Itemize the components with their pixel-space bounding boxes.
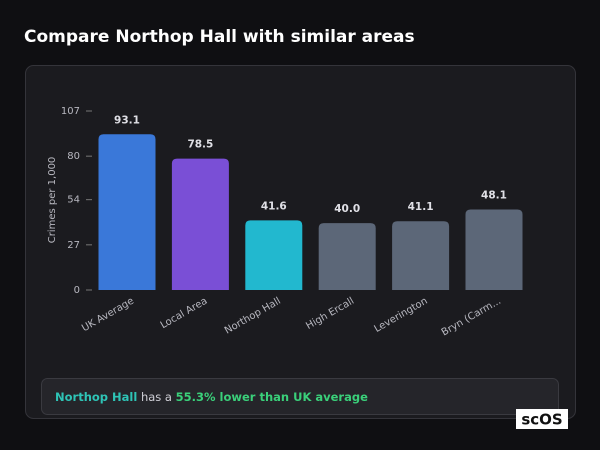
- y-tick-label: 27: [67, 240, 80, 251]
- bar: [465, 209, 523, 290]
- summary-text: Northop Hall has a 55.3% lower than UK a…: [55, 390, 368, 404]
- bar: [392, 221, 450, 290]
- summary-area: Northop Hall: [55, 390, 137, 404]
- y-tick-label: 54: [67, 195, 80, 206]
- summary-box: [41, 378, 559, 415]
- bar: [245, 220, 303, 290]
- summary-highlight: 55.3% lower than UK average: [176, 390, 368, 404]
- value-label: 41.1: [408, 201, 434, 213]
- logo-bg: [516, 409, 568, 429]
- value-label: 41.6: [261, 200, 287, 212]
- page-title: Compare Northop Hall with similar areas: [24, 27, 415, 47]
- value-label: 48.1: [481, 190, 507, 202]
- bar: [171, 158, 229, 290]
- summary-connector: has a: [137, 390, 175, 404]
- y-tick-label: 107: [61, 106, 80, 117]
- y-tick-label: 0: [74, 285, 80, 296]
- y-axis-label: Crimes per 1,000: [47, 157, 58, 244]
- value-label: 93.1: [114, 114, 140, 126]
- y-tick-label: 80: [67, 151, 80, 162]
- bar: [98, 134, 156, 290]
- bar: [318, 223, 376, 290]
- logo: scOS: [521, 411, 562, 429]
- value-label: 40.0: [334, 203, 360, 215]
- value-label: 78.5: [187, 139, 213, 151]
